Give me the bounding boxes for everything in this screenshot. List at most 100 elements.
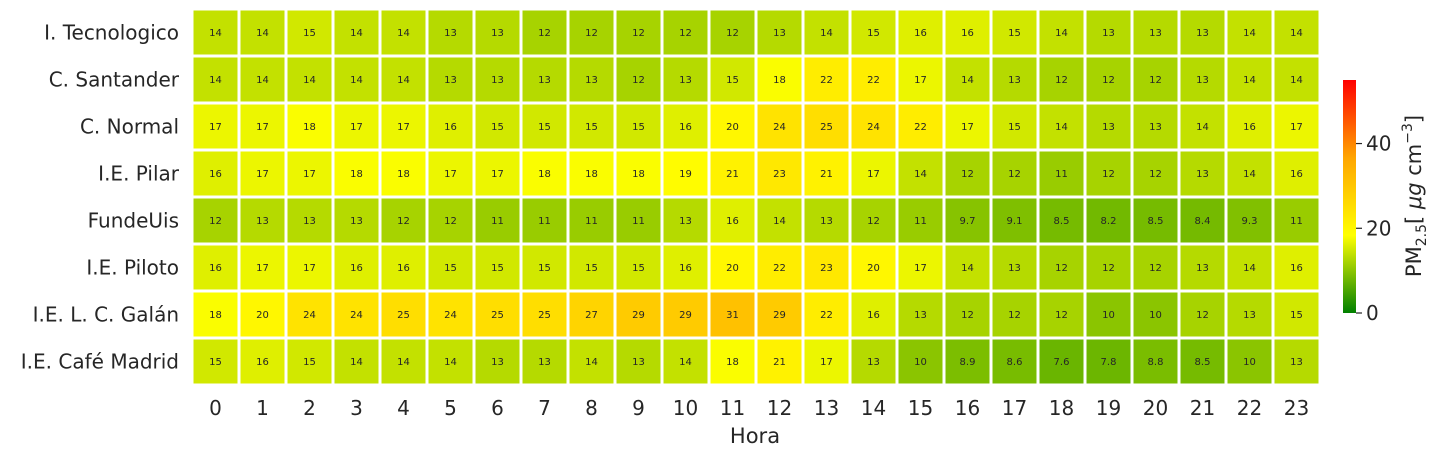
cell-value-label: 15 bbox=[585, 263, 598, 274]
heatmap-cell bbox=[851, 151, 896, 196]
cell-value-label: 10 bbox=[1149, 310, 1162, 321]
heatmap-cell bbox=[1180, 10, 1225, 55]
heatmap-cell bbox=[898, 245, 943, 290]
cell-value-label: 13 bbox=[1008, 263, 1021, 274]
cell-value-label: 17 bbox=[491, 169, 504, 180]
x-tick-label: 17 bbox=[1002, 396, 1027, 420]
cell-value-label: 13 bbox=[491, 28, 504, 39]
cell-value-label: 15 bbox=[632, 122, 645, 133]
heatmap-cell bbox=[1227, 292, 1272, 337]
cell-value-label: 24 bbox=[773, 122, 786, 133]
cell-value-label: 12 bbox=[209, 216, 222, 227]
heatmap-cell bbox=[616, 339, 661, 384]
heatmap-cell bbox=[428, 292, 473, 337]
cell-value-label: 15 bbox=[209, 357, 222, 368]
cell-value-label: 11 bbox=[491, 216, 504, 227]
cell-value-label: 25 bbox=[820, 122, 833, 133]
heatmap-cell bbox=[992, 151, 1037, 196]
cell-value-label: 12 bbox=[1055, 263, 1068, 274]
cell-value-label: 12 bbox=[1102, 75, 1115, 86]
cell-value-label: 14 bbox=[350, 357, 363, 368]
cell-value-label: 24 bbox=[350, 310, 363, 321]
cell-value-label: 22 bbox=[820, 310, 833, 321]
cell-value-label: 8.2 bbox=[1101, 216, 1117, 227]
heatmap-cell bbox=[1133, 198, 1178, 243]
cell-value-label: 15 bbox=[303, 28, 316, 39]
cell-value-label: 14 bbox=[1290, 28, 1303, 39]
cell-value-label: 15 bbox=[1008, 122, 1021, 133]
x-tick-label: 15 bbox=[908, 396, 933, 420]
colorbar-title-unit-close: ] bbox=[1402, 115, 1426, 123]
cell-value-label: 17 bbox=[303, 263, 316, 274]
heatmap-cell bbox=[334, 245, 379, 290]
x-tick-label: 9 bbox=[632, 396, 645, 420]
cell-value-label: 12 bbox=[1149, 169, 1162, 180]
heatmap-cell bbox=[898, 339, 943, 384]
cell-value-label: 17 bbox=[961, 122, 974, 133]
heatmap-cell bbox=[663, 104, 708, 149]
cell-value-label: 11 bbox=[632, 216, 645, 227]
heatmap-cell bbox=[240, 292, 285, 337]
heatmap-cell bbox=[1086, 339, 1131, 384]
cell-value-label: 12 bbox=[961, 310, 974, 321]
cell-value-label: 12 bbox=[538, 28, 551, 39]
colorbar-tick-label: 40 bbox=[1366, 132, 1391, 156]
heatmap-cell bbox=[710, 104, 755, 149]
heatmap-cell bbox=[569, 104, 614, 149]
cell-value-label: 18 bbox=[773, 75, 786, 86]
heatmap-cell bbox=[193, 198, 238, 243]
heatmap-cell bbox=[475, 10, 520, 55]
cell-value-label: 13 bbox=[538, 75, 551, 86]
heatmap-cell bbox=[428, 104, 473, 149]
x-tick-label: 21 bbox=[1190, 396, 1215, 420]
cell-value-label: 9.7 bbox=[960, 216, 976, 227]
row-label: C. Normal bbox=[80, 115, 179, 139]
cell-value-label: 24 bbox=[444, 310, 457, 321]
heatmap-cell bbox=[240, 245, 285, 290]
heatmap-cell bbox=[1227, 198, 1272, 243]
heatmap-cell bbox=[898, 104, 943, 149]
cell-value-label: 14 bbox=[397, 75, 410, 86]
cell-value-label: 9.1 bbox=[1007, 216, 1023, 227]
x-tick-label: 10 bbox=[673, 396, 698, 420]
heatmap-cell bbox=[1274, 104, 1319, 149]
cell-value-label: 12 bbox=[1149, 263, 1162, 274]
cell-value-label: 19 bbox=[679, 169, 692, 180]
cell-value-label: 15 bbox=[867, 28, 880, 39]
heatmap-cell bbox=[522, 339, 567, 384]
heatmap-cell bbox=[1039, 104, 1084, 149]
row-label: I.E. Piloto bbox=[86, 256, 179, 280]
cell-value-label: 11 bbox=[914, 216, 927, 227]
heatmap-cell bbox=[851, 339, 896, 384]
x-tick-label: 1 bbox=[256, 396, 269, 420]
heatmap-cell bbox=[616, 198, 661, 243]
cell-value-label: 18 bbox=[209, 310, 222, 321]
cell-value-label: 14 bbox=[773, 216, 786, 227]
x-tick-label: 20 bbox=[1143, 396, 1168, 420]
heatmap-cell bbox=[1180, 339, 1225, 384]
heatmap-cell bbox=[945, 10, 990, 55]
cell-value-label: 18 bbox=[303, 122, 316, 133]
heatmap-cell bbox=[428, 10, 473, 55]
heatmap-cell bbox=[1039, 10, 1084, 55]
heatmap-cell bbox=[1086, 151, 1131, 196]
cell-value-label: 16 bbox=[726, 216, 739, 227]
cell-value-label: 14 bbox=[303, 75, 316, 86]
cell-value-label: 14 bbox=[397, 357, 410, 368]
heatmap-cell bbox=[334, 104, 379, 149]
heatmap-cell bbox=[710, 339, 755, 384]
cell-value-label: 15 bbox=[444, 263, 457, 274]
cell-value-label: 8.4 bbox=[1195, 216, 1211, 227]
heatmap-cell bbox=[663, 245, 708, 290]
cell-value-label: 18 bbox=[397, 169, 410, 180]
x-tick-label: 14 bbox=[861, 396, 886, 420]
heatmap-cell bbox=[287, 292, 332, 337]
cell-value-label: 14 bbox=[397, 28, 410, 39]
heatmap-cell bbox=[522, 57, 567, 102]
heatmap-cell bbox=[1274, 151, 1319, 196]
cell-value-label: 12 bbox=[444, 216, 457, 227]
cell-value-label: 13 bbox=[632, 357, 645, 368]
cell-value-label: 23 bbox=[773, 169, 786, 180]
heatmap-cell bbox=[1086, 292, 1131, 337]
heatmap-cell bbox=[945, 198, 990, 243]
